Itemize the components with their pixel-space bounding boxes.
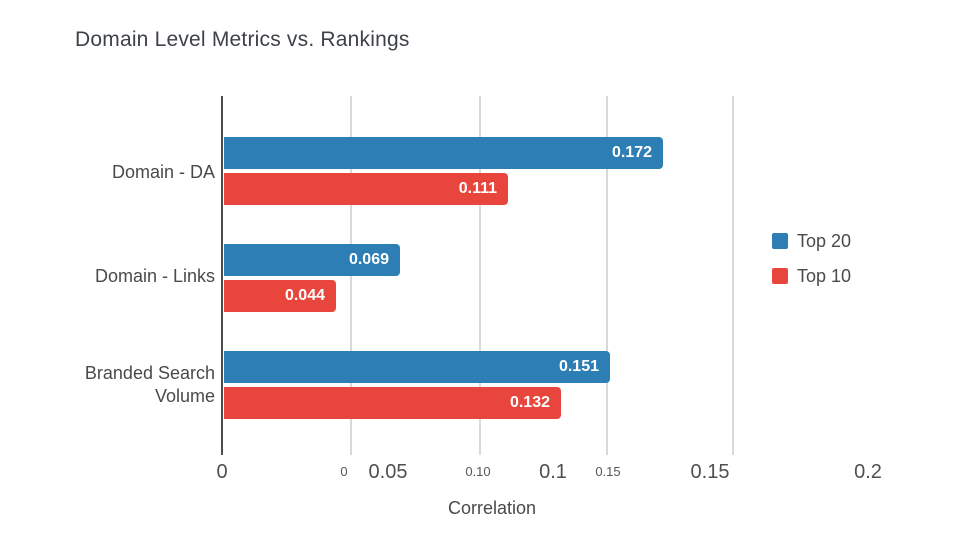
bar: 0.069 (224, 244, 400, 276)
gridline (479, 96, 481, 455)
category-label: Domain - DA (111, 162, 215, 182)
x-tick-label-small: 0 (340, 464, 348, 479)
legend-label: Top 10 (797, 265, 852, 286)
y-axis-line (221, 96, 223, 455)
bar-value-label: 0.069 (348, 251, 389, 268)
legend-label: Top 20 (797, 230, 852, 251)
legend-item: Top 10 (772, 266, 851, 286)
bar-value-label: 0.044 (284, 287, 325, 304)
bar: 0.172 (224, 137, 663, 169)
bar-value-label: 0.172 (611, 144, 652, 161)
x-tick-label-large: 0.05 (368, 461, 408, 483)
x-tick-label-small: 0.15 (595, 464, 621, 479)
bar-value-label: 0.132 (509, 394, 550, 411)
legend-swatch (772, 268, 788, 284)
x-tick-label-large: 0 (216, 461, 228, 483)
x-tick-label-small: 0.10 (465, 464, 491, 479)
category-label: Branded Search Volume (84, 363, 215, 406)
bar: 0.111 (224, 173, 508, 205)
x-axis-title: Correlation (447, 498, 537, 518)
x-tick-label-large: 0.1 (539, 461, 567, 483)
legend: Top 20 Top 10 (772, 231, 851, 301)
legend-item: Top 20 (772, 231, 851, 251)
chart-title: Domain Level Metrics vs. Rankings (75, 28, 410, 51)
x-tick-label-large: 0.2 (854, 461, 882, 483)
gridline (606, 96, 608, 455)
bar-value-label: 0.111 (458, 180, 497, 197)
bar: 0.044 (224, 280, 336, 312)
bar: 0.132 (224, 387, 561, 419)
x-tick-label-large: 0.15 (690, 461, 730, 483)
bar-value-label: 0.151 (558, 358, 599, 375)
category-label: Domain - Links (94, 266, 215, 286)
gridline (732, 96, 734, 455)
legend-swatch (772, 233, 788, 249)
bar: 0.151 (224, 351, 610, 383)
